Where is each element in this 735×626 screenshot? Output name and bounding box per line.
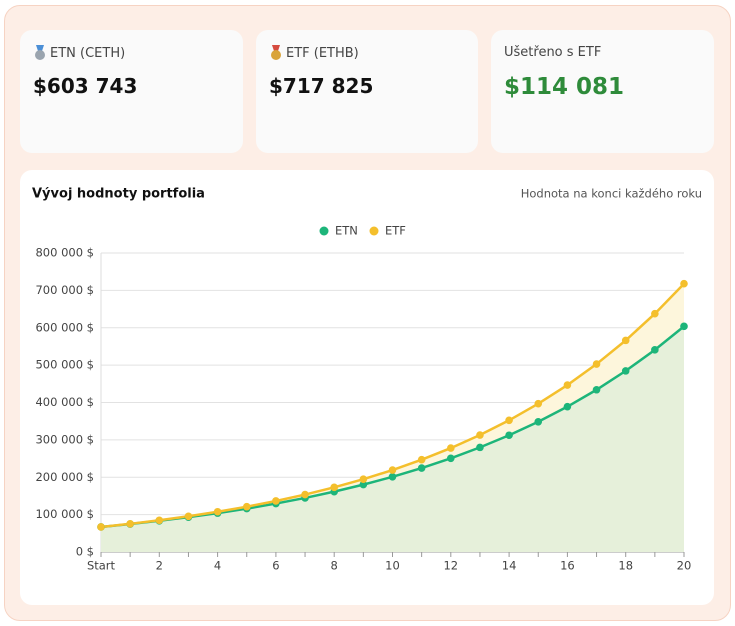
y-tick-label: 800 000 $ (35, 246, 94, 260)
x-tick-label: 12 (443, 559, 458, 573)
legend-label: ETN (335, 224, 358, 238)
area (101, 326, 684, 552)
x-tick-label: 18 (618, 559, 633, 573)
point (155, 516, 164, 525)
card: Ušetřeno s ETF $114 081 (491, 30, 714, 153)
point (534, 399, 543, 408)
point (417, 455, 426, 464)
point (651, 346, 659, 354)
x-tick-label: 10 (385, 559, 400, 573)
card-value: $717 825 (269, 74, 374, 98)
point (534, 417, 543, 426)
point (651, 309, 659, 318)
y-tick-label: 400 000 $ (35, 395, 94, 409)
x-tick-label: 4 (214, 559, 221, 573)
y-tick-label: 0 $ (76, 545, 94, 559)
medal (35, 50, 45, 60)
point (213, 507, 222, 516)
label-text: ETF (ETHB) (286, 45, 359, 61)
chart-title: Vývoj hodnoty portfolia (32, 187, 205, 202)
x-tick-label: 2 (156, 559, 163, 573)
point (592, 385, 601, 394)
point (505, 431, 513, 440)
point (388, 466, 397, 474)
card-value: $603 743 (33, 74, 138, 98)
card: ETN (CETH) $603 743 (20, 30, 243, 153)
legend-marker (369, 226, 379, 236)
point (272, 497, 280, 505)
legend-marker (319, 226, 329, 236)
point (476, 443, 484, 452)
point (330, 483, 339, 492)
point (359, 480, 368, 489)
point (621, 367, 630, 375)
card-label: ETF (ETHB) (269, 45, 359, 61)
y-tick-label: 200 000 $ (35, 470, 94, 484)
point (417, 464, 426, 472)
x-tick-label: Start (87, 559, 116, 573)
point (680, 322, 688, 331)
point (592, 360, 601, 368)
point (476, 431, 484, 439)
point (388, 473, 397, 481)
y-tick-label: 300 000 $ (35, 432, 94, 446)
y-tick-label: 500 000 $ (35, 358, 94, 372)
icon (271, 45, 281, 60)
chart-card: Vývoj hodnoty portfolia Hodnota na konci… (20, 170, 714, 605)
y-tick-label: 100 000 $ (35, 507, 94, 521)
y-tick-label: 600 000 $ (35, 320, 94, 334)
point (359, 475, 368, 483)
point (505, 416, 513, 425)
x-tick-label: 16 (560, 559, 575, 573)
point (447, 454, 455, 463)
card: ETF (ETHB) $717 825 (256, 30, 478, 153)
x-tick-label: 6 (272, 559, 279, 573)
card-label: Ušetřeno s ETF (504, 45, 602, 60)
point (301, 490, 309, 499)
icon (35, 45, 45, 60)
medal (271, 50, 281, 60)
point (242, 502, 251, 511)
x-tick-label: 20 (677, 559, 692, 573)
card-value: $114 081 (504, 74, 625, 100)
chart: Vývoj hodnoty portfolia Hodnota na konci… (32, 187, 702, 573)
point (126, 520, 134, 528)
legend-label: ETF (385, 224, 406, 238)
x-tick-label: 8 (331, 559, 338, 573)
point (680, 279, 688, 288)
point (184, 512, 193, 521)
point (563, 381, 572, 389)
chart-subtitle: Hodnota na konci každého roku (521, 187, 702, 201)
point (621, 336, 630, 345)
y-tick-label: 700 000 $ (35, 283, 94, 297)
x-tick-label: 14 (502, 559, 517, 573)
point (97, 523, 105, 531)
point (563, 402, 572, 411)
point (447, 444, 455, 452)
label-text: ETN (CETH) (50, 45, 126, 61)
card-label: ETN (CETH) (33, 45, 125, 61)
